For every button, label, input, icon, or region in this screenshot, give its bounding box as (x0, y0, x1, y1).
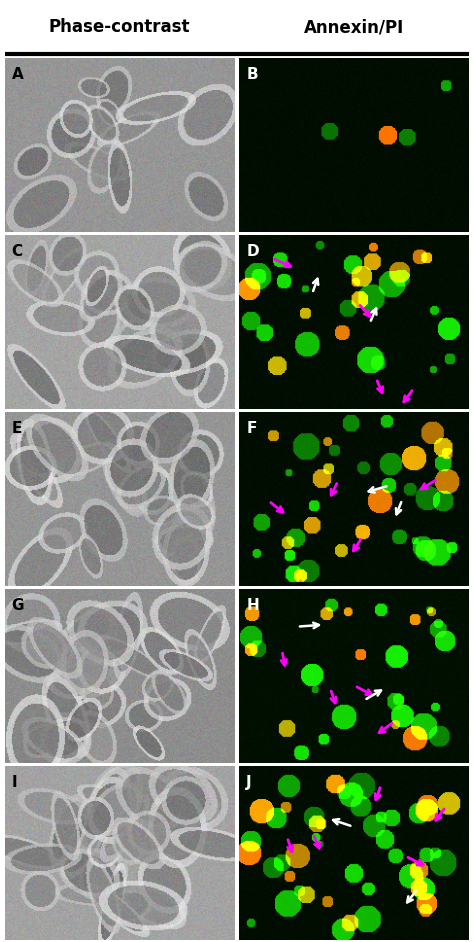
Text: A: A (12, 67, 23, 82)
Text: H: H (246, 598, 259, 613)
Text: D: D (246, 244, 259, 259)
Text: G: G (12, 598, 24, 613)
Text: B: B (246, 67, 258, 82)
Text: C: C (12, 244, 23, 259)
Text: Annexin/PI: Annexin/PI (304, 18, 404, 37)
Text: Phase-contrast: Phase-contrast (49, 18, 191, 37)
Text: I: I (12, 774, 17, 789)
Text: F: F (246, 421, 256, 436)
Text: J: J (246, 774, 252, 789)
Text: E: E (12, 421, 22, 436)
